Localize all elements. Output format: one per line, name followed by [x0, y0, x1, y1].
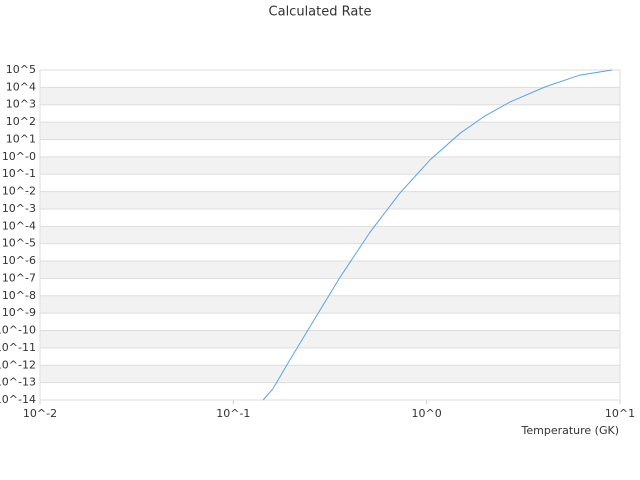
y-tick-label: 10^-1: [2, 167, 36, 180]
x-tick-label: 10^-1: [216, 407, 250, 420]
y-tick-label: 10^-6: [2, 254, 36, 267]
y-tick-label: 10^-3: [2, 202, 36, 215]
chart-title: Calculated Rate: [269, 5, 372, 20]
y-tick-label: 10^4: [6, 80, 36, 93]
y-tick-label: 10^3: [6, 98, 36, 111]
grid-band: [40, 156, 620, 175]
y-tick-label: 10^-0: [2, 150, 36, 163]
y-tick-label: 10^-14: [0, 393, 36, 406]
grid-band: [40, 191, 620, 209]
line-series: [262, 69, 613, 401]
x-axis-title: Temperature (GK): [521, 424, 620, 437]
y-tick-label: 10^-9: [2, 306, 36, 319]
y-tick-label: 10^-11: [0, 341, 36, 354]
y-tick-label: 10^-10: [0, 324, 36, 337]
grid-band: [40, 87, 620, 105]
grid-band: [40, 122, 620, 140]
grid-band: [40, 295, 620, 314]
y-tick-label: 10^1: [6, 132, 36, 145]
grid-band: [40, 365, 620, 383]
x-tick-label: 10^0: [412, 407, 442, 420]
x-tick-label: 10^1: [605, 407, 635, 420]
y-tick-label: 10^2: [6, 115, 36, 128]
grid-band: [40, 261, 620, 279]
y-tick-label: 10^-2: [2, 185, 36, 198]
y-tick-label: 10^-8: [2, 289, 36, 302]
y-tick-label: 10^-7: [2, 271, 36, 284]
grid-band: [40, 330, 620, 348]
y-tick-label: 10^5: [6, 63, 36, 76]
x-tick-label: 10^-2: [23, 407, 57, 420]
y-tick-label: 10^-5: [2, 237, 36, 250]
y-tick-label: 10^-12: [0, 358, 36, 371]
y-tick-label: 10^-13: [0, 376, 36, 389]
y-tick-label: 10^-4: [2, 219, 36, 232]
grid-band: [40, 226, 620, 244]
plot-frame: [39, 69, 621, 401]
